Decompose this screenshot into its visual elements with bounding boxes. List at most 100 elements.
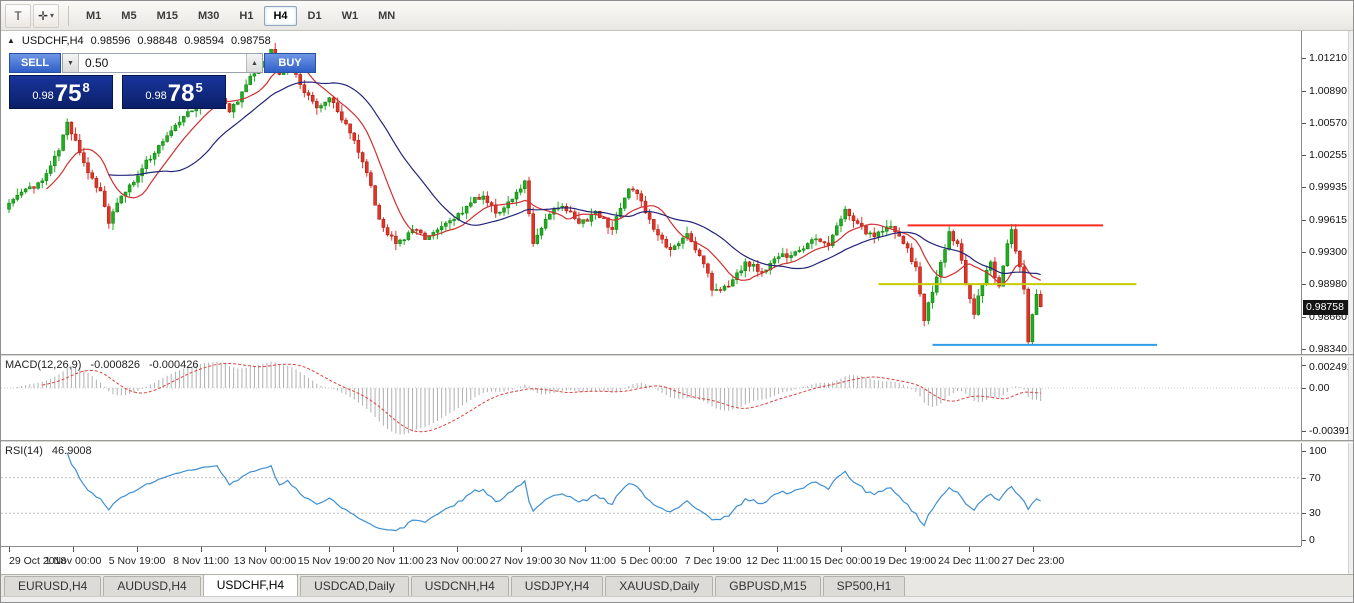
axis-tick: [1302, 451, 1306, 452]
buy-price-pips: 78: [167, 80, 195, 107]
price-axis-label: 1.00890: [1309, 85, 1347, 97]
text-tool-icon: T: [14, 8, 22, 23]
time-axis-label: 30 Nov 11:00: [554, 555, 616, 567]
chart-tab-sp500-h1[interactable]: SP500,H1: [822, 576, 906, 596]
axis-tick: [1302, 123, 1306, 124]
volume-increase-button[interactable]: ▲: [246, 54, 262, 72]
time-axis-label: 8 Nov 11:00: [173, 555, 229, 567]
low-value: 0.98594: [184, 35, 224, 47]
price-axis-label: 1.00570: [1309, 117, 1347, 129]
chart-window: ▲ USDCHF,H4 0.98596 0.98848 0.98594 0.98…: [1, 31, 1353, 574]
time-axis-label: 20 Nov 11:00: [362, 555, 424, 567]
buy-price-display[interactable]: 0.98 78 5: [122, 75, 226, 109]
chart-tab-gbpusd-m15[interactable]: GBPUSD,M15: [715, 576, 821, 596]
collapse-panel-button[interactable]: ▲: [7, 36, 15, 45]
axis-tick: [1302, 478, 1306, 479]
chart-tab-usdcnh-h4[interactable]: USDCNH,H4: [410, 576, 509, 596]
indicator-axis-label: 30: [1309, 507, 1321, 519]
chart-tab-usdcad-daily[interactable]: USDCAD,Daily: [300, 576, 409, 596]
chart-tab-usdjpy-h4[interactable]: USDJPY,H4: [510, 576, 604, 596]
chart-tab-audusd-h4[interactable]: AUDUSD,H4: [103, 576, 201, 596]
chart-tab-usdchf-h4[interactable]: USDCHF,H4: [202, 574, 299, 596]
sell-price-display[interactable]: 0.98 75 8: [9, 75, 113, 109]
rsi-label: RSI(14): [5, 445, 43, 457]
panel-splitter[interactable]: [1, 440, 1353, 443]
time-axis-tick: [329, 547, 330, 552]
axis-tick: [1302, 540, 1306, 541]
open-value: 0.98596: [90, 35, 131, 47]
chart-tab-eurusd-h4[interactable]: EURUSD,H4: [4, 576, 102, 596]
time-axis-label: 27 Nov 19:00: [489, 555, 553, 567]
crosshair-icon: ✛: [37, 8, 49, 23]
high-value: 0.98848: [137, 35, 178, 47]
buy-button[interactable]: BUY: [264, 53, 316, 73]
text-tool-button[interactable]: T: [5, 3, 31, 28]
timeframe-m1-button[interactable]: M1: [86, 9, 102, 22]
price-axis-label: 0.99300: [1309, 246, 1347, 258]
time-axis-tick: [137, 547, 138, 552]
time-axis[interactable]: 29 Oct 2018 1 Nov 00:00 5 Nov 19:00 8 Nov 1…: [1, 546, 1301, 574]
volume-input[interactable]: [79, 54, 246, 72]
axis-tick: [1302, 284, 1306, 285]
price-axis[interactable]: 1.01210 1.00890 1.00570 1.00255 0.99935 0.996…: [1301, 31, 1353, 546]
timeframe-m15-button[interactable]: M15: [156, 9, 178, 22]
time-axis-label: 15 Nov 19:00: [297, 555, 361, 567]
axis-tick: [1302, 365, 1306, 366]
timeframe-h4-button[interactable]: H4: [264, 5, 297, 26]
indicator-axis-label: 100: [1309, 445, 1327, 457]
macd-label: MACD(12,26,9): [5, 359, 82, 371]
price-axis-label: 1.00255: [1309, 149, 1347, 161]
timeframe-mn-button[interactable]: MN: [378, 9, 396, 22]
rsi-canvas[interactable]: [1, 443, 1301, 545]
time-axis-tick: [585, 547, 586, 552]
indicator-axis-label: -0.003913: [1309, 425, 1354, 437]
rsi-panel: RSI(14) 46.9008: [1, 443, 1301, 545]
symbol-period-label: USDCHF,H4: [21, 35, 84, 47]
axis-tick: [1302, 431, 1306, 432]
status-bar: [1, 596, 1353, 602]
timeframe-m5-button[interactable]: M5: [121, 9, 137, 22]
current-price-badge: 0.98758: [1303, 300, 1348, 315]
time-axis-tick: [265, 547, 266, 552]
axis-tick: [1302, 317, 1306, 318]
axis-tick: [1302, 155, 1306, 156]
time-axis-label: 5 Nov 19:00: [108, 555, 166, 567]
close-value: 0.98758: [230, 35, 271, 47]
axis-tick: [1302, 91, 1306, 92]
time-axis-label: 1 Nov 00:00: [44, 555, 102, 567]
macd-info-line: MACD(12,26,9) -0.000826 -0.000426: [5, 359, 199, 371]
time-axis-label: 5 Dec 00:00: [620, 555, 678, 567]
timeframe-d1-button[interactable]: D1: [307, 9, 322, 22]
macd-histogram: [12, 361, 1042, 435]
time-axis-label: 12 Dec 11:00: [746, 555, 808, 567]
time-axis-label: 7 Dec 19:00: [684, 555, 742, 567]
buy-price-point: 5: [195, 80, 203, 95]
time-axis-tick: [777, 547, 778, 552]
macd-canvas[interactable]: [1, 357, 1301, 440]
time-axis-tick: [905, 547, 906, 552]
time-axis-tick: [201, 547, 202, 552]
timeframe-h1-button[interactable]: H1: [239, 9, 254, 22]
volume-decrease-button[interactable]: ▼: [63, 54, 79, 72]
time-axis-tick: [73, 547, 74, 552]
panel-splitter[interactable]: [1, 354, 1353, 357]
timeframe-w1-button[interactable]: W1: [341, 9, 359, 22]
price-axis-label: 0.98980: [1309, 278, 1347, 290]
main-toolbar: T ✛ ▾ M1 M5 M15 M30 H1 H4 D1 W1 MN: [1, 1, 1353, 31]
sell-price-pips: 75: [54, 80, 82, 107]
macd-signal-line: [42, 363, 1041, 433]
axis-tick: [1302, 388, 1306, 389]
indicator-axis-label: 70: [1309, 472, 1321, 484]
chart-tab-xauusd-daily[interactable]: XAUUSD,Daily: [605, 576, 714, 596]
time-axis-label: 23 Nov 00:00: [425, 555, 489, 567]
sell-button[interactable]: SELL: [9, 53, 61, 73]
time-axis-label: 13 Nov 00:00: [233, 555, 297, 567]
axis-tick: [1302, 58, 1306, 59]
price-axis-label: 0.99935: [1309, 181, 1347, 193]
time-axis-label: 24 Dec 11:00: [938, 555, 1000, 567]
window-edge: [1348, 31, 1353, 574]
axis-tick: [1302, 220, 1306, 221]
crosshair-tool-button[interactable]: ✛ ▾: [33, 3, 59, 28]
timeframe-m30-button[interactable]: M30: [197, 9, 220, 22]
time-axis-label: 27 Dec 23:00: [1001, 555, 1065, 567]
